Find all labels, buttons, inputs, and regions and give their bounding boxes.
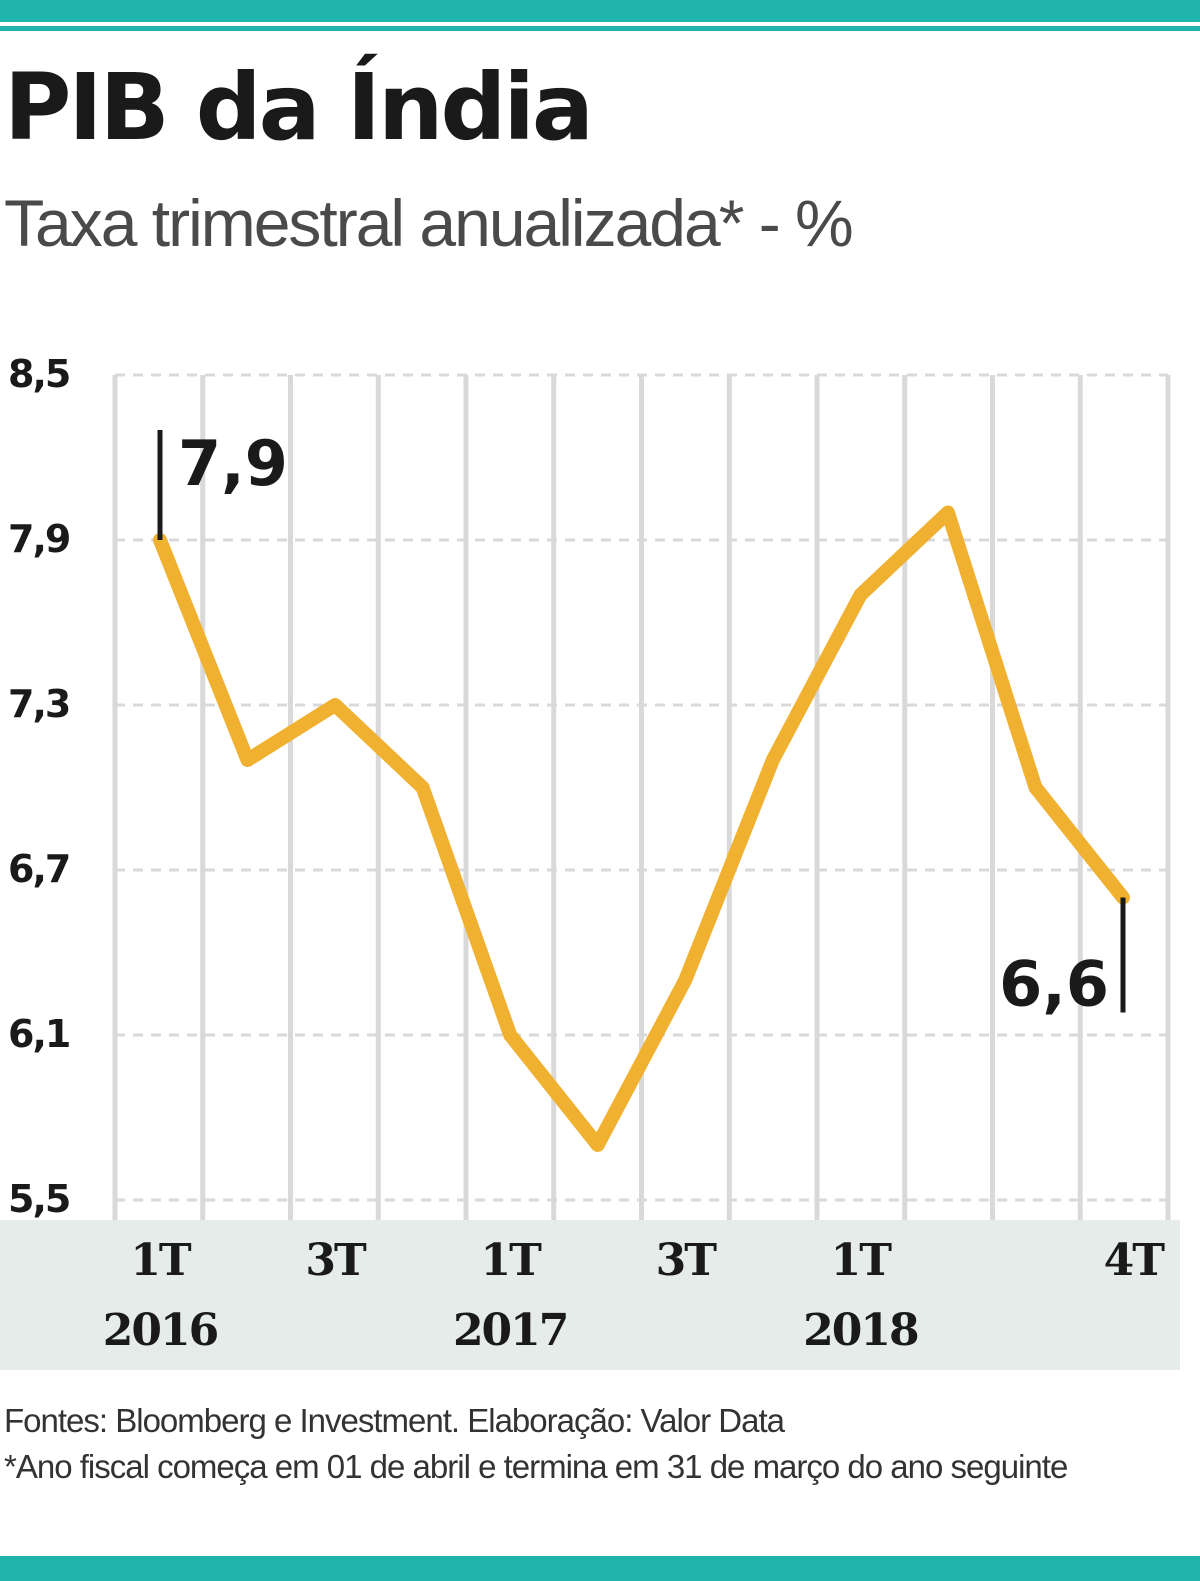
chart-footer: Fontes: Bloomberg e Investment. Elaboraç… (4, 1398, 1184, 1490)
x-tick-quarter-label: 3T (656, 1235, 718, 1286)
chart-title: PIB da Índia (4, 54, 594, 161)
data-label: 6,6 (999, 948, 1109, 1021)
y-tick-label: 8,5 (8, 352, 69, 396)
x-tick-quarter-label: 1T (481, 1235, 543, 1286)
top-accent-line (0, 26, 1200, 31)
data-point (1034, 786, 1037, 789)
x-tick-quarter-label: 3T (305, 1235, 367, 1286)
fiscal-year-note: *Ano fiscal começa em 01 de abril e term… (4, 1448, 1068, 1485)
source-note: Fontes: Bloomberg e Investment. Elaboraç… (4, 1402, 785, 1439)
y-tick-label: 6,7 (8, 847, 69, 891)
data-point (684, 979, 687, 981)
data-point (246, 759, 249, 761)
x-tick-quarter-label: 1T (831, 1235, 893, 1286)
data-point (509, 1034, 512, 1036)
data-point (334, 704, 337, 706)
x-tick-year-label: 2018 (803, 1305, 918, 1356)
top-accent-bar (0, 0, 1200, 22)
data-point (596, 1144, 599, 1146)
bottom-accent-bar (0, 1556, 1200, 1581)
series-line (153, 505, 1130, 1152)
y-tick-label: 7,3 (8, 682, 69, 726)
x-axis-band (0, 1220, 1180, 1370)
data-point (946, 511, 949, 514)
line-chart: 5,5 6,1 6,7 7,3 7,9 8,5 7,9 6,6 1T 2016 3T 1T 2017 3T… (8, 352, 1171, 1356)
x-tick-year-label: 2016 (103, 1305, 218, 1356)
chart-subtitle: Taxa trimestral anualizada* - % (4, 186, 854, 260)
x-tick-year-label: 2017 (453, 1305, 567, 1356)
y-tick-label: 5,5 (8, 1177, 69, 1221)
data-label: 7,9 (178, 427, 288, 500)
x-tick-quarter-label: 4T (1104, 1235, 1166, 1286)
x-tick-quarter-label: 1T (130, 1235, 192, 1286)
y-tick-label: 6,1 (8, 1012, 69, 1056)
y-tick-label: 7,9 (8, 517, 70, 561)
data-point (421, 786, 424, 789)
data-point (859, 594, 862, 596)
data-point (771, 759, 774, 761)
